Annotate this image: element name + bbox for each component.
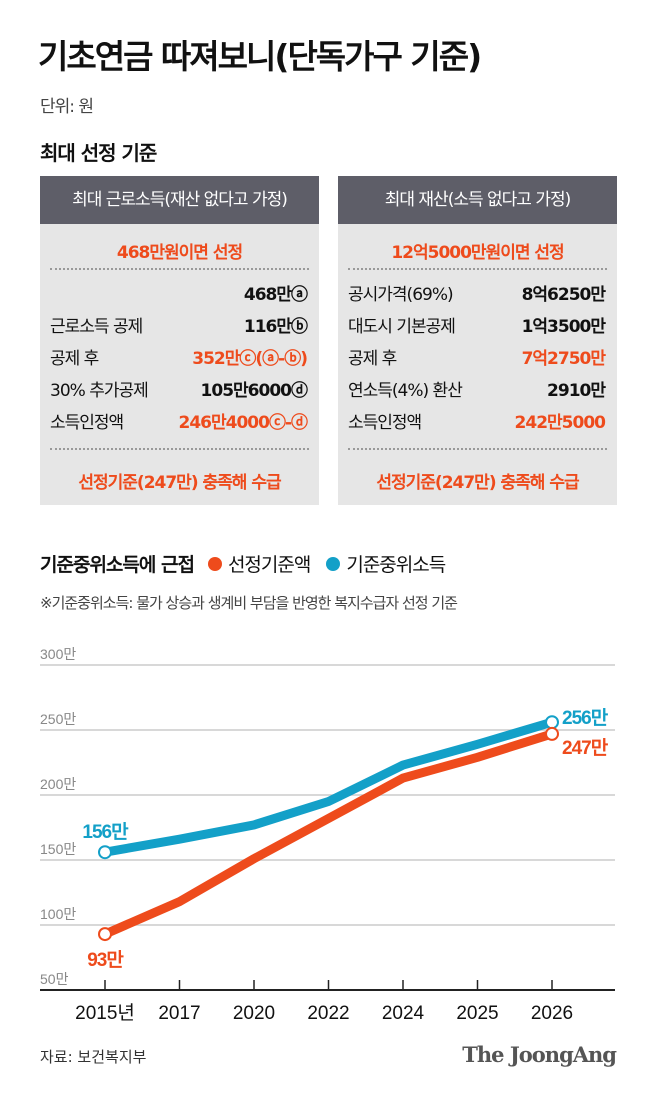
box-row: 근로소득 공제 116만ⓑ: [40, 308, 319, 340]
data-point: [98, 845, 112, 860]
box-row: 소득인정액 242만5000: [338, 404, 617, 436]
row-value: 246만4000ⓒ-ⓓ: [178, 412, 308, 433]
x-tick-label: 2020: [233, 1003, 275, 1024]
row-label: 대도시 기본공제: [348, 316, 456, 337]
y-tick-label: 150만: [40, 841, 76, 857]
y-tick-label: 100만: [40, 906, 76, 922]
row-value: 242만5000: [514, 412, 606, 433]
max-income-box: 최대 근로소득(재산 없다고 가정) 468만원이면 선정 468만ⓐ 근로소득 …: [40, 176, 319, 505]
legend-dot-orange: [207, 556, 222, 571]
chart-title: 기준중위소득에 근접: [40, 554, 195, 576]
page-title: 기초연금 따져보니(단독가구 기준): [38, 37, 482, 76]
data-label: 156만: [82, 821, 129, 843]
x-tick-label: 2015년: [75, 1002, 135, 1024]
divider: [348, 268, 607, 270]
row-label: 공제 후: [50, 348, 99, 369]
data-point: [545, 726, 559, 741]
row-label: 공시가격(69%): [348, 284, 454, 305]
box-footer: 선정기준(247만) 충족해 수급: [376, 473, 579, 493]
row-value: 2910만: [547, 380, 606, 401]
source: 자료: 보건복지부: [40, 1048, 147, 1066]
row-value: 105만6000ⓓ: [200, 380, 308, 401]
logo: The JoongAng: [462, 1042, 617, 1067]
box-row: 공제 후 7억2750만: [338, 340, 617, 372]
data-label: 93만: [87, 949, 124, 971]
x-tick-label: 2024: [382, 1003, 425, 1024]
series-line-selection: [103, 729, 554, 939]
unit-label: 단위: 원: [40, 97, 94, 117]
row-label: 30% 추가공제: [50, 380, 149, 401]
row-value: 1억3500만: [521, 316, 606, 337]
box-row: 대도시 기본공제 1억3500만: [338, 308, 617, 340]
box-row: 30% 추가공제 105만6000ⓓ: [40, 372, 319, 404]
box-header: 최대 근로소득(재산 없다고 가정): [40, 176, 319, 224]
row-label: 연소득(4%) 환산: [348, 380, 463, 401]
chart-legend: 기준중위소득에 근접 선정기준액 기준중위소득: [40, 550, 455, 577]
box-row: 연소득(4%) 환산 2910만: [338, 372, 617, 404]
box-headline: 468만원이면 선정: [116, 243, 243, 263]
data-label: 256만: [562, 707, 609, 729]
row-value: 116만ⓑ: [243, 316, 308, 337]
max-asset-box: 최대 재산(소득 없다고 가정) 12억5000만원이면 선정 공시가격(69%…: [338, 176, 617, 505]
divider: [348, 448, 607, 450]
x-tick-label: 2025: [456, 1003, 498, 1024]
x-tick-label: 2017: [158, 1003, 200, 1024]
y-tick-label: 50만: [40, 971, 69, 987]
box-row: 소득인정액 246만4000ⓒ-ⓓ: [40, 404, 319, 436]
y-tick-label: 200만: [40, 776, 76, 792]
box-row: 468만ⓐ: [40, 276, 319, 308]
y-tick-label: 300만: [40, 646, 76, 662]
divider: [50, 448, 309, 450]
chart-note: ※기준중위소득: 물가 상승과 생계비 부담을 반영한 복지수급자 선정 기준: [40, 594, 458, 612]
legend-dot-blue: [326, 556, 341, 571]
box-row: 공제 후 352만ⓒ(ⓐ-ⓑ): [40, 340, 319, 372]
series-line-median: [104, 717, 554, 857]
x-tick-label: 2022: [307, 1003, 349, 1024]
row-value: 8억6250만: [521, 284, 606, 305]
section-title: 최대 선정 기준: [40, 141, 157, 165]
data-label: 247만: [562, 737, 609, 759]
y-tick-label: 250만: [40, 711, 76, 727]
legend-label-selection: 선정기준액: [227, 554, 311, 576]
row-label: 공제 후: [348, 348, 397, 369]
row-value: 352만ⓒ(ⓐ-ⓑ): [192, 348, 308, 369]
x-tick-label: 2026: [531, 1003, 573, 1024]
data-point: [545, 715, 559, 730]
box-footer: 선정기준(247만) 충족해 수급: [78, 473, 281, 493]
box-header: 최대 재산(소득 없다고 가정): [338, 176, 617, 224]
row-label: 소득인정액: [348, 412, 422, 433]
box-row: 공시가격(69%) 8억6250만: [338, 276, 617, 308]
row-value: 468만ⓐ: [243, 284, 308, 305]
data-point: [98, 927, 112, 942]
box-headline: 12억5000만원이면 선정: [391, 243, 564, 263]
row-label: 소득인정액: [50, 412, 124, 433]
row-value: 7억2750만: [521, 348, 606, 369]
legend-label-median: 기준중위소득: [346, 554, 446, 576]
row-label: 근로소득 공제: [50, 316, 143, 337]
divider: [50, 268, 309, 270]
